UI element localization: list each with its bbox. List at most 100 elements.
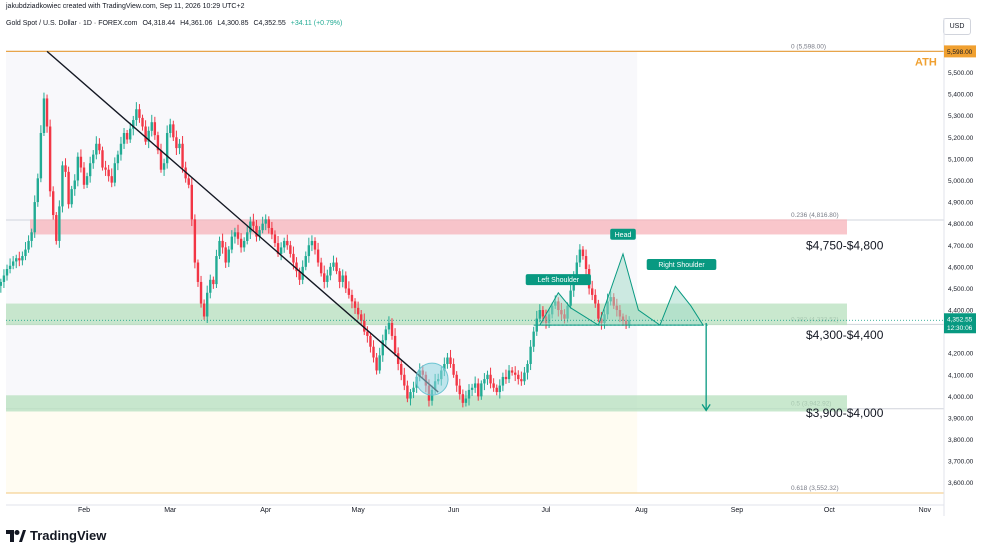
candle[interactable] [42,98,46,133]
candle[interactable] [470,387,474,390]
candle[interactable] [514,372,517,375]
candle[interactable] [298,271,301,280]
candle[interactable] [0,281,3,286]
candle[interactable] [169,124,172,133]
candle[interactable] [5,269,9,276]
candle[interactable] [242,240,246,248]
candle[interactable] [578,249,582,263]
candle[interactable] [384,329,388,341]
candle[interactable] [11,261,15,266]
candle[interactable] [538,310,542,319]
candle[interactable] [73,180,76,190]
candle[interactable] [104,167,107,170]
candle[interactable] [517,374,520,380]
candle[interactable] [400,363,403,375]
candle[interactable] [366,331,369,336]
candle[interactable] [36,178,39,203]
candle[interactable] [353,301,357,308]
candle[interactable] [30,232,33,241]
candle[interactable] [178,143,181,149]
candle[interactable] [350,294,354,302]
candle[interactable] [452,363,455,375]
candle[interactable] [141,117,144,127]
price-zone-resistance[interactable] [30,219,847,235]
candle[interactable] [58,206,61,241]
candle[interactable] [147,130,150,142]
candle[interactable] [597,303,600,319]
candle[interactable] [156,135,160,151]
candle[interactable] [15,258,18,262]
candle[interactable] [193,219,197,263]
head-shoulders-pattern[interactable] [538,252,704,326]
candle[interactable] [101,150,104,168]
candle[interactable] [175,137,178,149]
candle[interactable] [218,240,221,257]
candle[interactable] [289,245,292,254]
candle[interactable] [304,256,307,267]
candle[interactable] [412,387,415,393]
candle[interactable] [498,385,501,393]
candle[interactable] [326,275,329,282]
candle[interactable] [341,275,344,282]
candle[interactable] [523,372,526,382]
candle[interactable] [495,387,498,393]
candle[interactable] [295,262,298,272]
candle[interactable] [569,290,572,306]
downtrend-line[interactable] [46,50,439,393]
candle[interactable] [360,314,363,321]
candle[interactable] [8,265,12,269]
candle[interactable] [39,132,43,179]
candle[interactable] [239,238,243,248]
candle[interactable] [584,256,588,269]
candle[interactable] [532,331,535,347]
candle[interactable] [129,128,132,140]
candle[interactable] [181,143,184,168]
candle[interactable] [212,279,215,285]
candle[interactable] [82,167,86,185]
candle[interactable] [144,126,147,142]
candle[interactable] [162,163,166,170]
candle[interactable] [372,346,375,358]
candle[interactable] [172,124,175,138]
candle[interactable] [480,383,483,397]
right-shoulder-tag[interactable]: Right Shoulder [646,259,717,270]
candle[interactable] [2,275,6,282]
candle[interactable] [33,202,36,233]
candle[interactable] [264,219,267,224]
candle[interactable] [206,292,209,317]
candle[interactable] [209,279,212,293]
candle[interactable] [252,221,255,226]
candle[interactable] [21,256,24,261]
candle[interactable] [18,258,21,261]
candle[interactable] [409,392,412,399]
symbol-name[interactable]: Gold Spot / U.S. Dollar · 1D · FOREX.com [6,20,138,27]
candle[interactable] [464,398,468,403]
candle[interactable] [273,234,277,244]
candle[interactable] [292,253,295,263]
candle[interactable] [486,374,489,380]
candle[interactable] [473,383,477,388]
candle[interactable] [507,370,511,380]
candle[interactable] [187,178,190,185]
candle[interactable] [224,247,227,263]
candle[interactable] [332,262,335,267]
candle[interactable] [159,150,163,170]
candle[interactable] [92,154,95,164]
head-tag[interactable]: Head [610,228,636,240]
candle[interactable] [375,357,378,371]
candle[interactable] [255,225,258,237]
candle[interactable] [449,357,452,364]
candle[interactable] [363,320,366,332]
candle[interactable] [393,335,397,354]
breakout-highlight[interactable] [415,362,449,396]
candle[interactable] [258,230,261,237]
candle[interactable] [270,227,274,235]
candle[interactable] [581,249,585,257]
candle[interactable] [477,383,480,397]
candle[interactable] [45,98,49,127]
candle[interactable] [390,322,394,336]
candle[interactable] [196,262,200,282]
candle[interactable] [316,249,320,263]
candle[interactable] [116,154,120,164]
price-zone-support[interactable] [6,303,847,326]
